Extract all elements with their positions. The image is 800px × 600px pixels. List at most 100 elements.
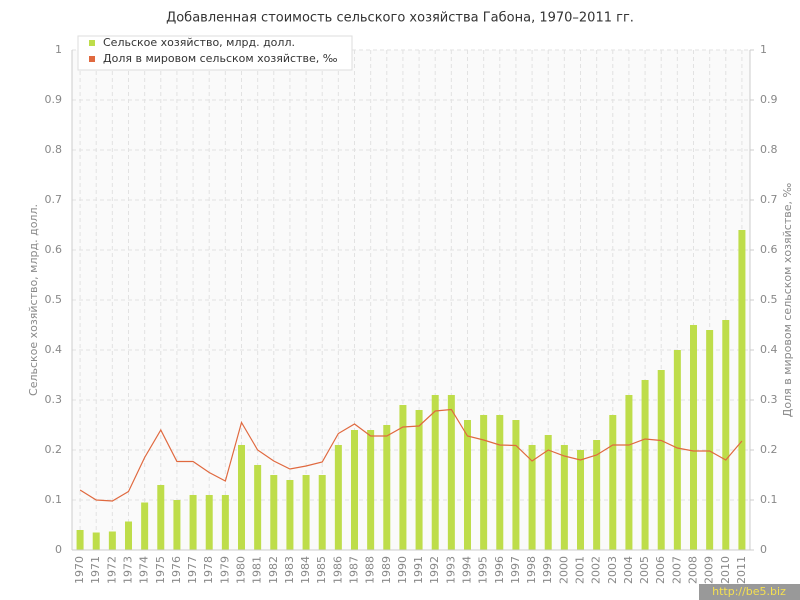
bar	[512, 420, 520, 550]
x-tick-label: 1992	[428, 556, 441, 584]
bar	[480, 415, 488, 550]
x-tick-label: 1994	[461, 556, 474, 584]
bar	[496, 415, 504, 550]
x-tick-label: 1980	[235, 556, 248, 584]
bar	[157, 485, 165, 550]
x-tick-label: 1988	[364, 556, 377, 584]
legend-label: Сельское хозяйство, млрд. долл.	[103, 36, 295, 49]
y2-tick-label: 0	[760, 543, 767, 556]
bar	[706, 330, 714, 550]
y2-tick-label: 0.6	[760, 243, 778, 256]
bar	[738, 230, 746, 550]
bar	[593, 440, 601, 550]
marks	[76, 230, 746, 550]
x-tick-label: 1993	[444, 556, 457, 584]
legend-label: Доля в мировом сельском хозяйстве, ‰	[103, 52, 338, 65]
bar	[302, 475, 310, 550]
bar	[625, 395, 633, 550]
bar	[254, 465, 262, 550]
x-tick-label: 2002	[590, 556, 603, 584]
bar	[318, 475, 326, 550]
x-tick-label: 2005	[638, 556, 651, 584]
bar	[141, 502, 149, 550]
bar	[560, 445, 568, 550]
y2-axis-label: Доля в мировом сельском хозяйстве, ‰	[781, 183, 794, 418]
x-tick-label: 1997	[509, 556, 522, 584]
y-tick-label: 0.5	[45, 293, 63, 306]
bar	[270, 475, 278, 550]
x-tick-label: 1987	[348, 556, 361, 584]
x-tick-label: 2011	[735, 556, 748, 584]
x-tick-label: 1973	[122, 556, 135, 584]
bar	[690, 325, 697, 550]
y2-tick-label: 0.4	[760, 343, 778, 356]
x-tick-label: 1977	[186, 556, 199, 584]
x-tick-label: 1990	[396, 556, 409, 584]
bar	[125, 521, 132, 550]
x-tick-label: 1982	[267, 556, 280, 584]
y-tick-label: 0.6	[45, 243, 63, 256]
bar	[189, 495, 197, 550]
y2-tick-label: 0.9	[760, 93, 778, 106]
y-tick-label: 0.2	[45, 443, 63, 456]
x-tick-label: 2009	[703, 556, 716, 584]
y2-tick-label: 0.8	[760, 143, 778, 156]
x-tick-label: 1995	[477, 556, 490, 584]
bar	[76, 530, 84, 550]
y2-tick-label: 0.2	[760, 443, 778, 456]
x-tick-label: 1979	[218, 556, 231, 584]
x-tick-label: 1975	[154, 556, 167, 584]
y-tick-label: 0.4	[45, 343, 63, 356]
x-tick-label: 1972	[105, 556, 118, 584]
bar	[447, 395, 455, 550]
bar	[286, 480, 294, 550]
bar	[641, 380, 649, 550]
bar	[544, 435, 552, 550]
x-tick-label: 2001	[574, 556, 587, 584]
bar	[609, 415, 617, 550]
x-tick-label: 1999	[541, 556, 554, 584]
y-axis-label: Сельское хозяйство, млрд. долл.	[27, 204, 40, 396]
bar	[577, 450, 584, 550]
x-tick-label: 1996	[493, 556, 506, 584]
bar	[205, 495, 213, 550]
bar	[722, 320, 730, 550]
x-tick-label: 2010	[719, 556, 732, 584]
bar	[367, 430, 375, 550]
y2-tick-label: 0.3	[760, 393, 778, 406]
x-tick-label: 1984	[299, 556, 312, 584]
bar	[334, 445, 342, 550]
watermark: http://be5.biz	[712, 585, 786, 598]
y-tick-label: 0.9	[45, 93, 63, 106]
legend-swatch	[89, 56, 95, 62]
y-tick-label: 0.3	[45, 393, 63, 406]
x-tick-label: 1991	[412, 556, 425, 584]
y-tick-label: 0.7	[45, 193, 63, 206]
line	[79, 408, 743, 502]
bar	[415, 410, 423, 550]
x-tick-label: 2003	[606, 556, 619, 584]
y-tick-label: 0	[55, 543, 62, 556]
x-tick-label: 1986	[331, 556, 344, 584]
watermark-bg	[699, 584, 800, 600]
x-tick-label: 1989	[380, 556, 393, 584]
x-tick-label: 1983	[283, 556, 296, 584]
y-tick-label: 0.8	[45, 143, 63, 156]
x-tick-label: 1971	[89, 556, 102, 584]
x-tick-label: 1978	[202, 556, 215, 584]
y2-tick-label: 1	[760, 43, 767, 56]
bar	[92, 532, 100, 550]
x-tick-label: 2008	[687, 556, 700, 584]
legend-swatch	[89, 40, 95, 46]
bar	[528, 445, 536, 550]
y-tick-label: 1	[55, 43, 62, 56]
x-tick-label: 1981	[251, 556, 264, 584]
x-tick-label: 2006	[654, 556, 667, 584]
bar	[383, 425, 391, 550]
x-tick-label: 1976	[170, 556, 183, 584]
y2-tick-label: 0.7	[760, 193, 778, 206]
x-tick-label: 1985	[315, 556, 328, 584]
bar	[351, 430, 358, 550]
x-tick-label: 1970	[73, 556, 86, 584]
